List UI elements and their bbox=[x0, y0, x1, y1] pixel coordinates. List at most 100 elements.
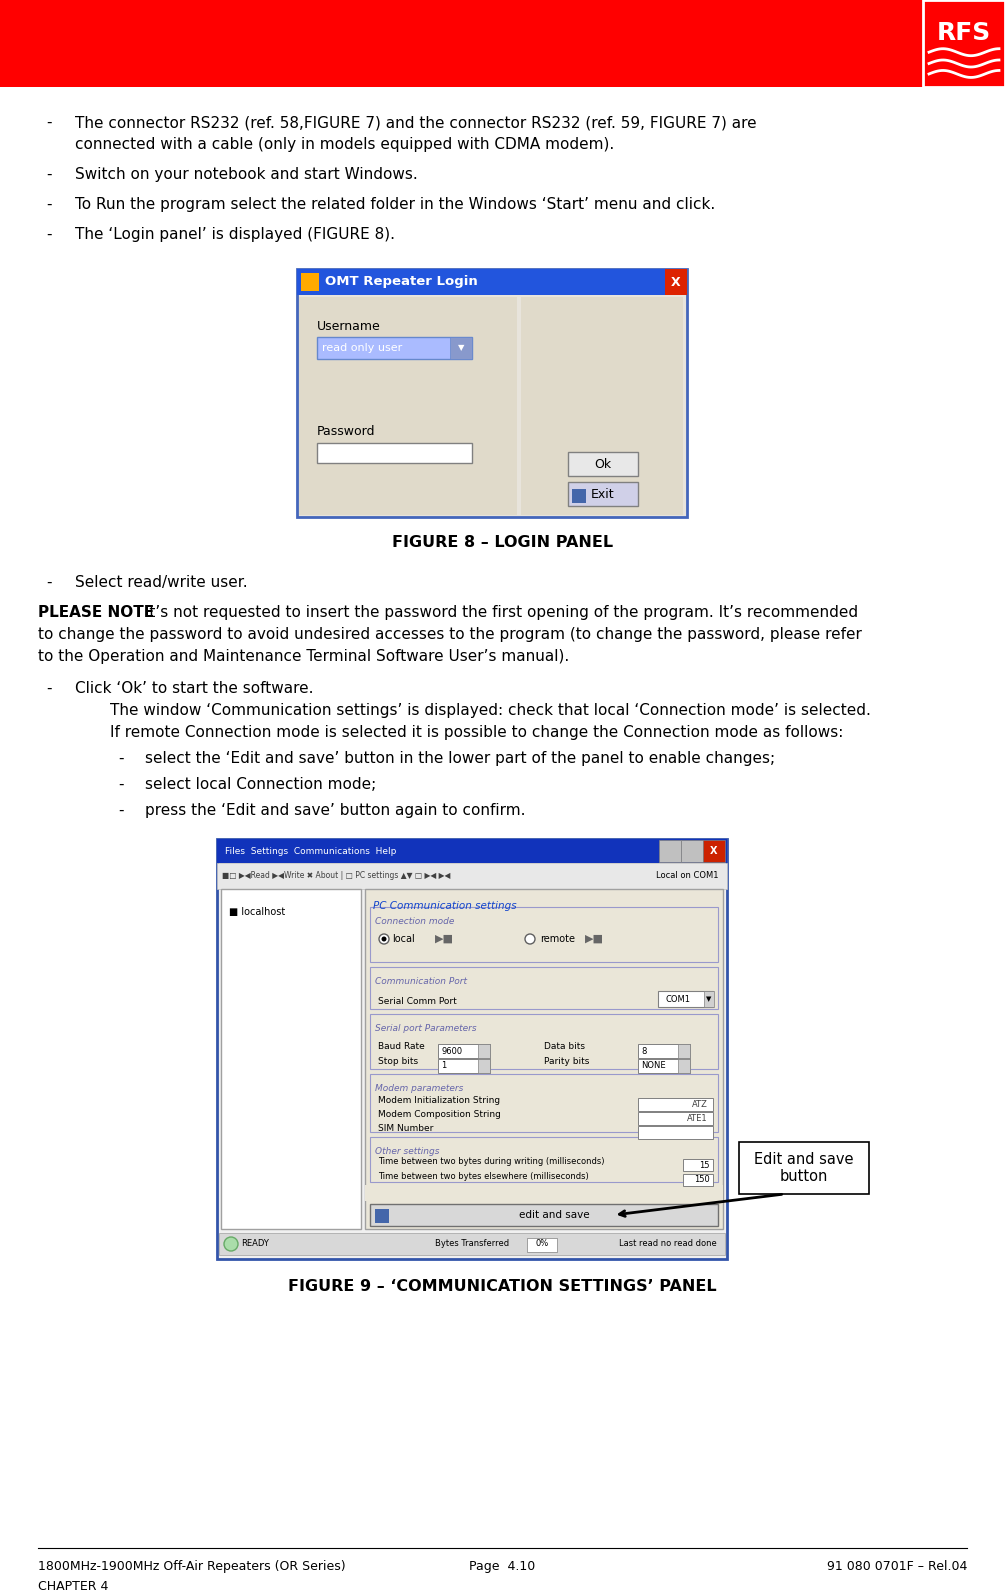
Text: 1800MHz-1900MHz Off-Air Repeaters (OR Series): 1800MHz-1900MHz Off-Air Repeaters (OR Se… bbox=[38, 1560, 346, 1572]
Bar bbox=[704, 991, 714, 1007]
Bar bbox=[638, 1098, 713, 1110]
Text: OMT Repeater Login: OMT Repeater Login bbox=[325, 276, 477, 288]
Text: -: - bbox=[118, 777, 124, 792]
Text: It’s not requested to insert the password the first opening of the program. It’s: It’s not requested to insert the passwor… bbox=[140, 605, 858, 620]
Circle shape bbox=[525, 933, 535, 945]
Text: Local on COM1: Local on COM1 bbox=[656, 871, 719, 881]
Text: 9600: 9600 bbox=[441, 1047, 462, 1056]
Text: -: - bbox=[46, 115, 51, 131]
Text: connected with a cable (only in models equipped with CDMA modem).: connected with a cable (only in models e… bbox=[75, 137, 614, 151]
Bar bbox=[665, 269, 687, 295]
Text: local: local bbox=[392, 933, 415, 945]
Bar bbox=[370, 1137, 718, 1182]
Text: select local Connection mode;: select local Connection mode; bbox=[145, 777, 376, 792]
Bar bbox=[478, 1059, 490, 1074]
Text: To Run the program select the related folder in the Windows ‘Start’ menu and cli: To Run the program select the related fo… bbox=[75, 198, 716, 212]
Text: X: X bbox=[711, 846, 718, 855]
Text: to change the password to avoid undesired accesses to the program (to change the: to change the password to avoid undesire… bbox=[38, 628, 862, 642]
Text: The window ‘Communication settings’ is displayed: check that local ‘Connection m: The window ‘Communication settings’ is d… bbox=[110, 703, 871, 718]
Text: Ok: Ok bbox=[594, 457, 612, 470]
Bar bbox=[521, 296, 683, 515]
Text: Select read/write user.: Select read/write user. bbox=[75, 575, 247, 589]
Bar bbox=[438, 1043, 490, 1058]
Text: Edit and save
button: Edit and save button bbox=[754, 1152, 854, 1184]
Text: 15: 15 bbox=[699, 1160, 710, 1169]
Text: edit and save: edit and save bbox=[519, 1211, 589, 1220]
Bar bbox=[297, 269, 687, 518]
Bar bbox=[217, 840, 727, 863]
Text: ▼: ▼ bbox=[457, 344, 464, 352]
Bar bbox=[370, 1074, 718, 1133]
Bar bbox=[678, 1059, 690, 1074]
Circle shape bbox=[382, 937, 387, 941]
Text: ■ localhost: ■ localhost bbox=[229, 906, 285, 918]
Bar bbox=[739, 1142, 869, 1195]
Bar bbox=[375, 1209, 389, 1223]
Text: COM1: COM1 bbox=[665, 994, 690, 1004]
Text: Time between two bytes elsewhere (milliseconds): Time between two bytes elsewhere (millis… bbox=[378, 1172, 589, 1180]
Bar bbox=[704, 840, 725, 862]
Text: ATE1: ATE1 bbox=[687, 1114, 708, 1123]
Bar bbox=[217, 840, 727, 1258]
Bar bbox=[568, 483, 638, 507]
Text: Connection mode: Connection mode bbox=[375, 918, 454, 926]
Text: -: - bbox=[46, 198, 51, 212]
Text: Switch on your notebook and start Windows.: Switch on your notebook and start Window… bbox=[75, 167, 418, 182]
Text: Files  Settings  Communications  Help: Files Settings Communications Help bbox=[225, 846, 396, 855]
Text: Exit: Exit bbox=[591, 487, 615, 500]
Bar bbox=[365, 889, 723, 1230]
Bar bbox=[370, 1204, 718, 1227]
Bar bbox=[923, 0, 1005, 88]
Bar bbox=[370, 967, 718, 1008]
Text: Modem Composition String: Modem Composition String bbox=[378, 1110, 500, 1118]
Text: X: X bbox=[671, 276, 680, 288]
Bar bbox=[638, 1059, 690, 1074]
Text: to the Operation and Maintenance Terminal Software User’s manual).: to the Operation and Maintenance Termina… bbox=[38, 648, 569, 664]
Text: remote: remote bbox=[540, 933, 575, 945]
Text: -: - bbox=[46, 575, 51, 589]
Text: ■□ ▶◀Read ▶◀Write ✖ About | □ PC settings ▲▼ □ ▶◀ ▶◀: ■□ ▶◀Read ▶◀Write ✖ About | □ PC setting… bbox=[222, 871, 450, 881]
Bar bbox=[683, 1174, 713, 1187]
Text: 0%: 0% bbox=[536, 1239, 549, 1249]
Text: select the ‘Edit and save’ button in the lower part of the panel to enable chang: select the ‘Edit and save’ button in the… bbox=[145, 750, 775, 766]
Bar bbox=[659, 840, 681, 862]
Bar bbox=[302, 272, 319, 292]
Text: CHAPTER 4: CHAPTER 4 bbox=[38, 1580, 109, 1593]
Text: 1: 1 bbox=[441, 1061, 446, 1070]
Text: ▶■: ▶■ bbox=[585, 933, 604, 945]
Bar bbox=[568, 452, 638, 476]
Bar bbox=[572, 489, 586, 503]
Bar bbox=[0, 0, 1005, 88]
Text: Username: Username bbox=[317, 320, 381, 333]
Text: If remote Connection mode is selected it is possible to change the Connection mo: If remote Connection mode is selected it… bbox=[110, 725, 843, 741]
Text: 8: 8 bbox=[641, 1047, 646, 1056]
Circle shape bbox=[224, 1238, 238, 1251]
Text: -: - bbox=[46, 226, 51, 242]
Bar bbox=[527, 1238, 557, 1252]
Text: Modem parameters: Modem parameters bbox=[375, 1083, 463, 1093]
Bar bbox=[658, 991, 713, 1007]
Bar bbox=[317, 338, 472, 358]
Text: READY: READY bbox=[241, 1239, 269, 1249]
Text: FIGURE 8 – LOGIN PANEL: FIGURE 8 – LOGIN PANEL bbox=[392, 535, 613, 550]
Text: Stop bits: Stop bits bbox=[378, 1058, 418, 1066]
Text: -: - bbox=[46, 167, 51, 182]
Bar bbox=[370, 906, 718, 962]
Text: -: - bbox=[46, 680, 51, 696]
Bar bbox=[365, 1185, 723, 1201]
Text: ▼: ▼ bbox=[707, 996, 712, 1002]
Text: -: - bbox=[118, 803, 124, 817]
Text: Other settings: Other settings bbox=[375, 1147, 439, 1157]
Bar bbox=[297, 269, 687, 295]
Text: NONE: NONE bbox=[641, 1061, 665, 1070]
Bar bbox=[678, 1043, 690, 1058]
Text: FIGURE 9 – ‘COMMUNICATION SETTINGS’ PANEL: FIGURE 9 – ‘COMMUNICATION SETTINGS’ PANE… bbox=[288, 1279, 717, 1294]
Text: Time between two bytes during writing (milliseconds): Time between two bytes during writing (m… bbox=[378, 1157, 604, 1166]
Text: 91 080 0701F – Rel.04: 91 080 0701F – Rel.04 bbox=[827, 1560, 967, 1572]
Text: ▶■: ▶■ bbox=[435, 933, 454, 945]
Bar bbox=[638, 1112, 713, 1125]
Text: Serial port Parameters: Serial port Parameters bbox=[375, 1024, 476, 1032]
Circle shape bbox=[379, 933, 389, 945]
Bar bbox=[221, 889, 361, 1230]
Bar bbox=[638, 1126, 713, 1139]
